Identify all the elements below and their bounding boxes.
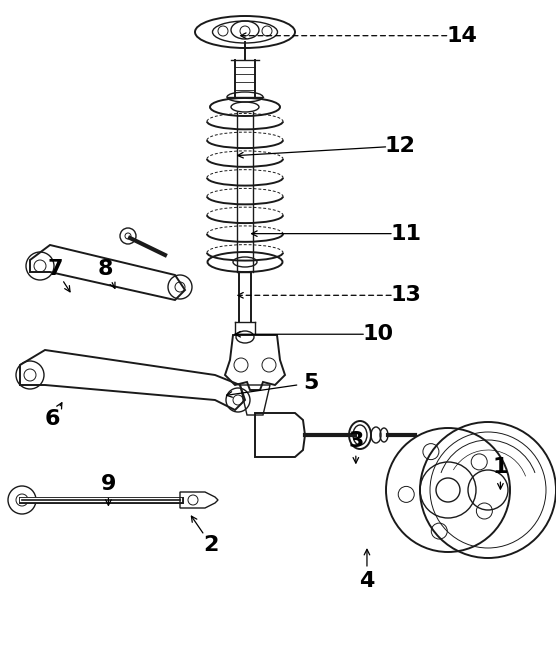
Text: 7: 7 [48, 260, 63, 279]
Text: 9: 9 [101, 474, 116, 493]
Text: 6: 6 [45, 409, 61, 428]
Text: 1: 1 [493, 458, 508, 477]
Text: 13: 13 [390, 286, 421, 305]
Text: 5: 5 [304, 373, 319, 393]
Text: 14: 14 [446, 26, 477, 45]
Text: 8: 8 [98, 260, 113, 279]
Text: 4: 4 [359, 571, 375, 591]
Text: 2: 2 [203, 535, 219, 555]
Text: 12: 12 [385, 136, 416, 156]
Text: 11: 11 [390, 224, 421, 243]
Text: 3: 3 [348, 432, 364, 451]
Text: 10: 10 [363, 324, 394, 344]
